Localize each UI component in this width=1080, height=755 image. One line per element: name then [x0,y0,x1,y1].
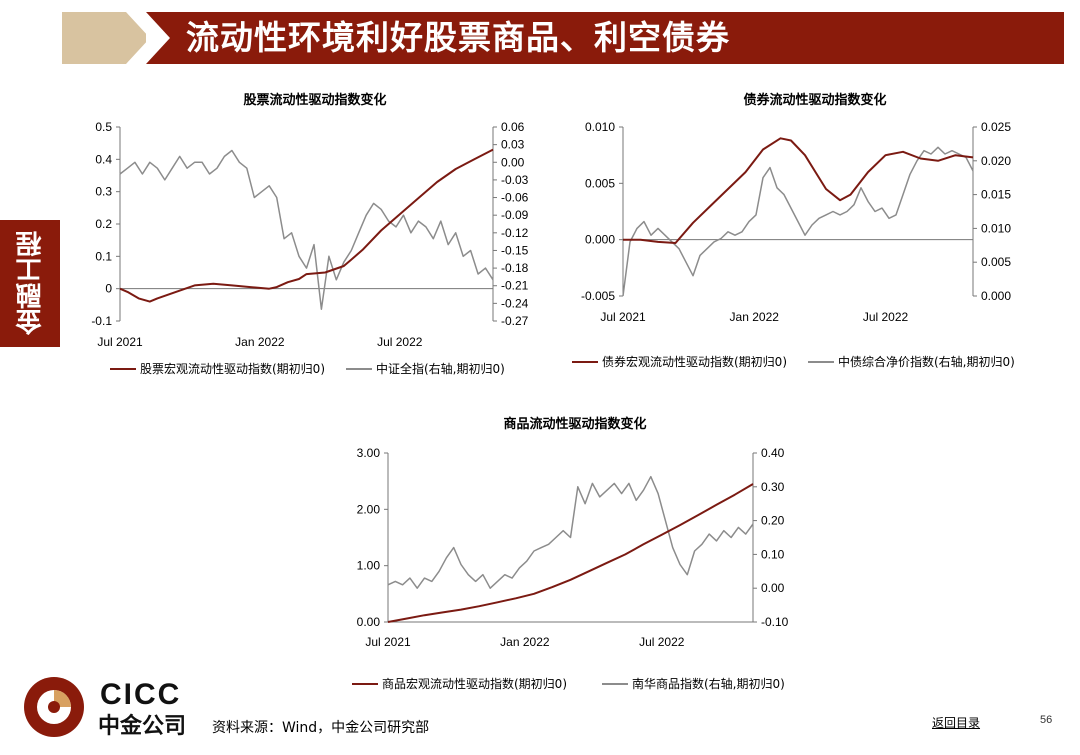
left-axis-tick-label: 1.00 [357,559,381,573]
right-axis-tick-label: 0.00 [501,155,525,169]
right-axis-tick-label: -0.12 [501,226,529,240]
page-number: 56 [1040,714,1053,726]
left-axis-tick-label: 3.00 [357,446,381,460]
left-axis-tick-label: 0.000 [585,233,615,247]
left-axis-tick-label: 0.5 [95,120,112,134]
left-axis-tick-label: 0.00 [357,615,381,629]
x-axis-tick-label: Jan 2022 [730,310,780,324]
x-axis-tick-label: Jan 2022 [500,635,550,649]
source-note: 资料来源：Wind，中金公司研究部 [212,720,430,736]
right-axis-tick-label: -0.06 [501,191,529,205]
right-axis-tick-label: -0.15 [501,243,529,257]
right-axis-tick-label: 0.000 [981,289,1011,303]
series-line-2 [387,475,754,589]
left-axis-tick-label: 0 [105,282,112,296]
right-axis-tick-label: 0.40 [761,446,785,460]
legend-label-1: 商品宏观流动性驱动指数(期初归0) [382,676,567,691]
legend-label-2: 中证全指(右轴,期初归0) [376,361,505,376]
chart-2-title: 债券流动性驱动指数变化 [743,93,887,108]
right-axis-tick-label: -0.18 [501,261,529,275]
chart-3-title: 商品流动性驱动指数变化 [503,417,647,432]
series-line-2 [119,149,494,310]
left-axis-tick-label: -0.1 [91,314,112,328]
header-notch [146,12,170,64]
x-axis-tick-label: Jul 2022 [377,335,423,349]
right-axis-tick-label: 0.03 [501,138,525,152]
left-axis-tick-label: 0.2 [95,217,112,231]
left-axis-tick-label: 0.1 [95,249,112,263]
right-axis-tick-label: 0.010 [981,221,1011,235]
back-to-contents-link[interactable]: 返回目录 [932,716,981,730]
right-axis-tick-label: -0.03 [501,173,529,187]
right-axis-tick-label: -0.09 [501,208,529,222]
stock-liquidity-chart: 0.5 0.4 0.3 0.2 0.1 0 -0.1 0.06 0.03 0.00 -0.03 -0.… [91,120,529,376]
x-axis-tick-label: Jul 2021 [600,310,646,324]
left-axis-tick-label: 2.00 [357,502,381,516]
series-line-1 [119,148,494,303]
x-axis-tick-label: Jul 2022 [639,635,685,649]
left-axis-tick-label: 0.3 [95,185,112,199]
chart-1-title: 股票流动性驱动指数变化 [243,93,387,108]
left-axis-tick-label: -0.005 [581,289,615,303]
logo-wordmark-cjk: 中金公司 [98,714,187,739]
commodity-liquidity-chart: 3.00 2.00 1.00 0.00 0.40 0.30 0.20 0.10 0.00 -0.1… [352,446,789,691]
right-axis-tick-label: 0.30 [761,480,785,494]
left-axis-tick-label: 0.005 [585,176,615,190]
right-axis-tick-label: 0.005 [981,255,1011,269]
bond-liquidity-chart: 0.010 0.005 0.000 -0.005 0.025 0.020 0.015 0.01… [572,120,1015,369]
left-axis-tick-label: 0.4 [95,152,112,166]
right-axis-tick-label: 0.020 [981,154,1011,168]
right-axis-tick-label: -0.21 [501,279,529,293]
header-accent-tab [62,12,146,64]
side-section-label: 金融工程 [16,231,46,335]
right-axis-tick-label: -0.27 [501,314,529,328]
legend-label-1: 债券宏观流动性驱动指数(期初归0) [602,354,787,369]
x-axis-tick-label: Jul 2022 [863,310,909,324]
page-title: 流动性环境利好股票商品、利空债券 [186,18,730,57]
left-axis-tick-label: 0.010 [585,120,615,134]
right-axis-tick-label: 0.025 [981,120,1011,134]
series-line-1 [623,137,974,244]
right-axis-tick-label: -0.24 [501,296,529,310]
side-section-tab [0,220,60,347]
header-bar [146,12,1064,64]
right-axis-tick-label: 0.20 [761,514,785,528]
x-axis-tick-label: Jul 2021 [97,335,143,349]
right-axis-tick-label: 0.10 [761,547,785,561]
series-line-2 [622,146,974,297]
legend-label-1: 股票宏观流动性驱动指数(期初归0) [140,361,325,376]
right-axis-tick-label: 0.06 [501,120,525,134]
x-axis-tick-label: Jan 2022 [235,335,285,349]
right-axis-tick-label: 0.015 [981,188,1011,202]
legend-label-2: 中债综合净价指数(右轴,期初归0) [838,354,1015,369]
x-axis-tick-label: Jul 2021 [365,635,411,649]
right-axis-tick-label: -0.10 [761,615,789,629]
cicc-logo-icon [24,677,84,737]
logo-wordmark-latin: CICC [100,678,182,711]
right-axis-tick-label: 0.00 [761,581,785,595]
series-line-1 [387,483,754,623]
legend-label-2: 南华商品指数(右轴,期初归0) [632,676,785,691]
